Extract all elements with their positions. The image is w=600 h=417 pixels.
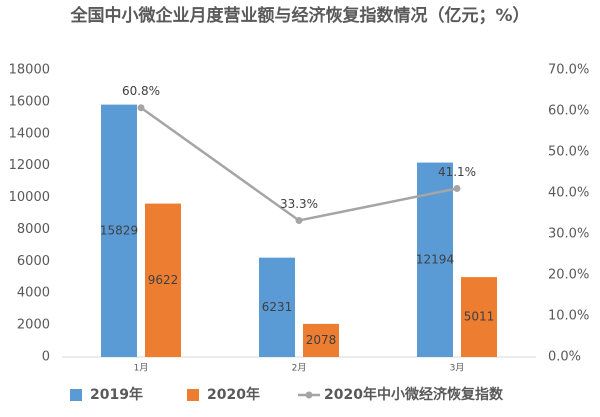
- x-tick-label: 2月: [292, 363, 307, 374]
- bar-value-label: 15829: [100, 223, 138, 237]
- y-tick-label: 18000: [9, 63, 50, 78]
- legend-label: 2020年: [207, 386, 260, 403]
- legend-marker: [305, 391, 313, 399]
- bar: [101, 104, 137, 357]
- bar-value-label: 5011: [464, 310, 495, 324]
- bar: [145, 203, 181, 357]
- y-tick-label: 0: [42, 350, 50, 365]
- legend-swatch: [70, 389, 82, 401]
- bar: [461, 277, 497, 357]
- legend-swatch: [187, 389, 199, 401]
- y2-tick-label: 60.0%: [548, 104, 589, 119]
- y-tick-label: 6000: [17, 254, 50, 269]
- line-value-label: 33.3%: [280, 197, 318, 211]
- bar-value-label: 9622: [148, 273, 179, 287]
- x-tick-label: 3月: [450, 363, 465, 374]
- line-value-label: 60.8%: [122, 84, 160, 98]
- line-value-label: 41.1%: [438, 165, 476, 179]
- y2-tick-label: 20.0%: [548, 268, 589, 283]
- bar-value-label: 12194: [416, 252, 454, 266]
- bar: [303, 323, 339, 357]
- legend-label: 2020年中小微经济恢复指数: [324, 386, 504, 403]
- bar-value-label: 2078: [306, 333, 337, 347]
- bar-value-label: 6231: [262, 300, 293, 314]
- y-tick-label: 16000: [9, 94, 50, 109]
- y2-tick-label: 10.0%: [548, 309, 589, 324]
- line-marker: [453, 184, 461, 192]
- y2-tick-label: 30.0%: [548, 227, 589, 242]
- y2-tick-label: 0.0%: [548, 350, 581, 365]
- y-tick-label: 14000: [9, 126, 50, 141]
- y-tick-label: 2000: [17, 318, 50, 333]
- bar: [259, 257, 295, 357]
- x-tick-label: 1月: [134, 363, 149, 374]
- line-marker: [137, 104, 145, 112]
- line-marker: [295, 216, 303, 224]
- y-tick-label: 12000: [9, 158, 50, 173]
- legend-label: 2019年: [90, 386, 143, 403]
- y-tick-label: 8000: [17, 222, 50, 237]
- y2-tick-label: 40.0%: [548, 186, 589, 201]
- y-tick-label: 10000: [9, 190, 50, 205]
- chart-title: 全国中小微企业月度营业额与经济恢复指数情况（亿元；%）: [70, 6, 530, 26]
- y2-tick-label: 50.0%: [548, 145, 589, 160]
- y-tick-label: 4000: [17, 286, 50, 301]
- y2-tick-label: 70.0%: [548, 63, 589, 78]
